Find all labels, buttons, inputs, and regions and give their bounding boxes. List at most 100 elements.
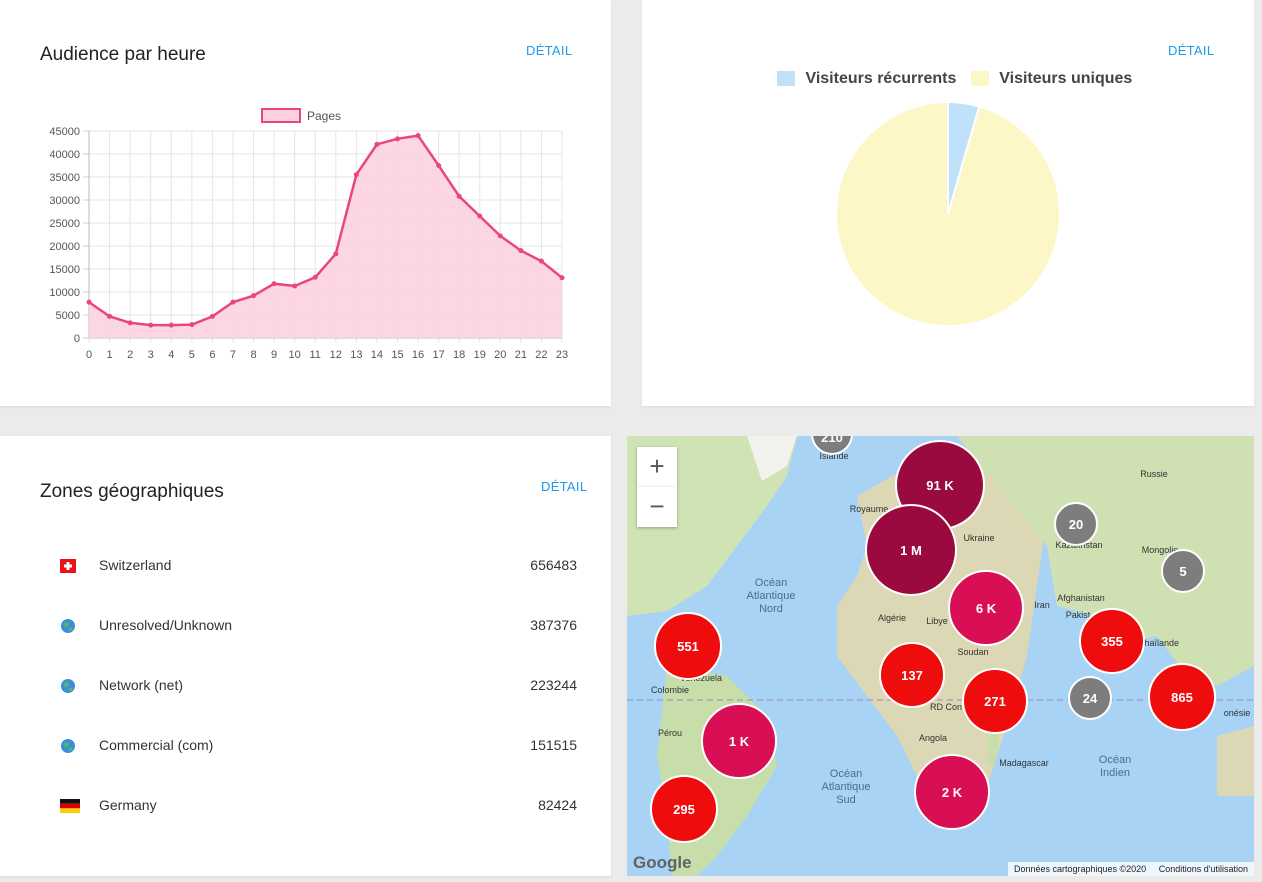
legend-swatch-unique xyxy=(970,71,989,87)
geo-row[interactable]: Switzerland 656483 xyxy=(60,556,577,576)
svg-text:2 K: 2 K xyxy=(942,785,963,800)
data-point[interactable] xyxy=(497,233,503,239)
visitors-detail-link[interactable]: DÉTAIL xyxy=(1168,43,1215,58)
geo-count: 82424 xyxy=(538,797,577,813)
map-cluster[interactable]: 1 K xyxy=(701,703,777,779)
map-cluster[interactable]: 6 K xyxy=(948,570,1024,646)
map-label: Indien xyxy=(1100,767,1130,779)
svg-text:271: 271 xyxy=(984,694,1006,709)
data-point[interactable] xyxy=(477,213,483,219)
map-label: onésie xyxy=(1224,708,1251,718)
map-cluster[interactable]: 865 xyxy=(1148,663,1216,731)
data-point[interactable] xyxy=(168,322,174,328)
data-point[interactable] xyxy=(107,313,113,319)
zones-card: Zones géographiques DÉTAIL Switzerland 6… xyxy=(0,436,611,876)
x-tick-label: 18 xyxy=(453,349,465,361)
data-point[interactable] xyxy=(333,251,339,257)
map-cluster[interactable]: 1 M xyxy=(865,504,957,596)
map-attribution: Données cartographiques ©2020 Conditions… xyxy=(1007,862,1254,876)
map-cluster[interactable]: 355 xyxy=(1079,608,1145,674)
x-tick-label: 3 xyxy=(148,349,154,361)
y-tick-label: 5000 xyxy=(56,310,80,322)
x-tick-label: 13 xyxy=(350,349,362,361)
map-label: Sud xyxy=(836,794,856,806)
data-point[interactable] xyxy=(374,141,380,147)
data-point[interactable] xyxy=(209,313,215,319)
x-tick-label: 19 xyxy=(474,349,486,361)
map-label: Océan xyxy=(830,768,862,780)
audience-detail-link[interactable]: DÉTAIL xyxy=(526,43,573,58)
map-label: Russie xyxy=(1140,469,1168,479)
map-terms-link[interactable]: Conditions d'utilisation xyxy=(1158,864,1248,874)
map-label: Soudan xyxy=(957,647,988,657)
geo-row[interactable]: Network (net) 223244 xyxy=(60,676,577,696)
map-label: Iran xyxy=(1034,600,1050,610)
data-point[interactable] xyxy=(559,275,565,281)
geo-count: 387376 xyxy=(530,617,577,633)
map-label: Algérie xyxy=(878,613,906,623)
data-point[interactable] xyxy=(271,281,277,287)
data-point[interactable] xyxy=(292,283,298,289)
data-point[interactable] xyxy=(415,133,421,139)
geo-count: 656483 xyxy=(530,557,577,573)
map-cluster[interactable]: 137 xyxy=(879,642,945,708)
x-tick-label: 22 xyxy=(535,349,547,361)
map-cluster[interactable]: 24 xyxy=(1068,676,1112,720)
pie-slice[interactable] xyxy=(835,100,1061,327)
map-cluster[interactable]: 20 xyxy=(1054,502,1098,546)
geo-row[interactable]: Commercial (com) 151515 xyxy=(60,736,577,756)
map-label: Ukraine xyxy=(963,533,994,543)
svg-text:1 K: 1 K xyxy=(729,734,750,749)
map-label: Océan xyxy=(1099,754,1131,766)
geo-name: Commercial (com) xyxy=(99,737,214,753)
data-point[interactable] xyxy=(436,163,442,168)
data-point[interactable] xyxy=(518,248,524,254)
map-label: Angola xyxy=(919,733,947,743)
map-cluster[interactable]: 551 xyxy=(654,612,722,680)
map-cluster[interactable]: 295 xyxy=(650,775,718,843)
x-tick-label: 17 xyxy=(432,349,444,361)
map-label: Madagascar xyxy=(999,758,1049,768)
x-tick-label: 1 xyxy=(107,349,113,361)
map-cluster[interactable]: 210 xyxy=(811,436,853,455)
map-label: Afghanistan xyxy=(1057,593,1105,603)
zones-detail-link[interactable]: DÉTAIL xyxy=(541,479,588,494)
data-point[interactable] xyxy=(251,293,257,299)
x-tick-label: 21 xyxy=(515,349,527,361)
x-tick-label: 9 xyxy=(271,349,277,361)
world-map[interactable]: Océan Atlantique Nord Océan Atlantique S… xyxy=(627,436,1254,876)
geo-count: 223244 xyxy=(530,677,577,693)
map-cluster[interactable]: 2 K xyxy=(914,754,990,830)
greenland-land xyxy=(747,436,797,481)
geo-row[interactable]: Unresolved/Unknown 387376 xyxy=(60,616,577,636)
geo-row[interactable]: Germany 82424 xyxy=(60,796,577,816)
zoom-in-button[interactable]: + xyxy=(637,447,677,487)
x-tick-label: 14 xyxy=(371,349,383,361)
globe-icon xyxy=(60,679,76,693)
map-label: Thaïlande xyxy=(1139,638,1179,648)
y-tick-label: 45000 xyxy=(49,126,80,138)
data-point[interactable] xyxy=(394,136,400,142)
data-point[interactable] xyxy=(230,299,236,305)
map-label: Pakist xyxy=(1066,610,1091,620)
visitors-card: DÉTAIL Visiteurs récurrents Visiteurs un… xyxy=(642,0,1254,406)
data-point[interactable] xyxy=(189,322,195,328)
data-point[interactable] xyxy=(353,172,359,178)
map-label: Pérou xyxy=(658,728,682,738)
map-cluster[interactable]: 5 xyxy=(1161,549,1205,593)
data-point[interactable] xyxy=(148,322,154,328)
zoom-out-button[interactable]: − xyxy=(637,487,677,527)
data-point[interactable] xyxy=(127,320,133,326)
x-tick-label: 5 xyxy=(189,349,195,361)
data-point[interactable] xyxy=(86,299,92,305)
map-canvas[interactable]: Océan Atlantique Nord Océan Atlantique S… xyxy=(627,436,1254,876)
data-point[interactable] xyxy=(538,258,544,264)
x-tick-label: 6 xyxy=(209,349,215,361)
data-point[interactable] xyxy=(456,193,462,199)
data-point[interactable] xyxy=(312,274,318,280)
german-flag-icon xyxy=(60,799,80,813)
x-tick-label: 23 xyxy=(556,349,568,361)
svg-text:5: 5 xyxy=(1179,564,1186,579)
map-cluster[interactable]: 271 xyxy=(962,668,1028,734)
y-tick-label: 0 xyxy=(74,333,80,345)
